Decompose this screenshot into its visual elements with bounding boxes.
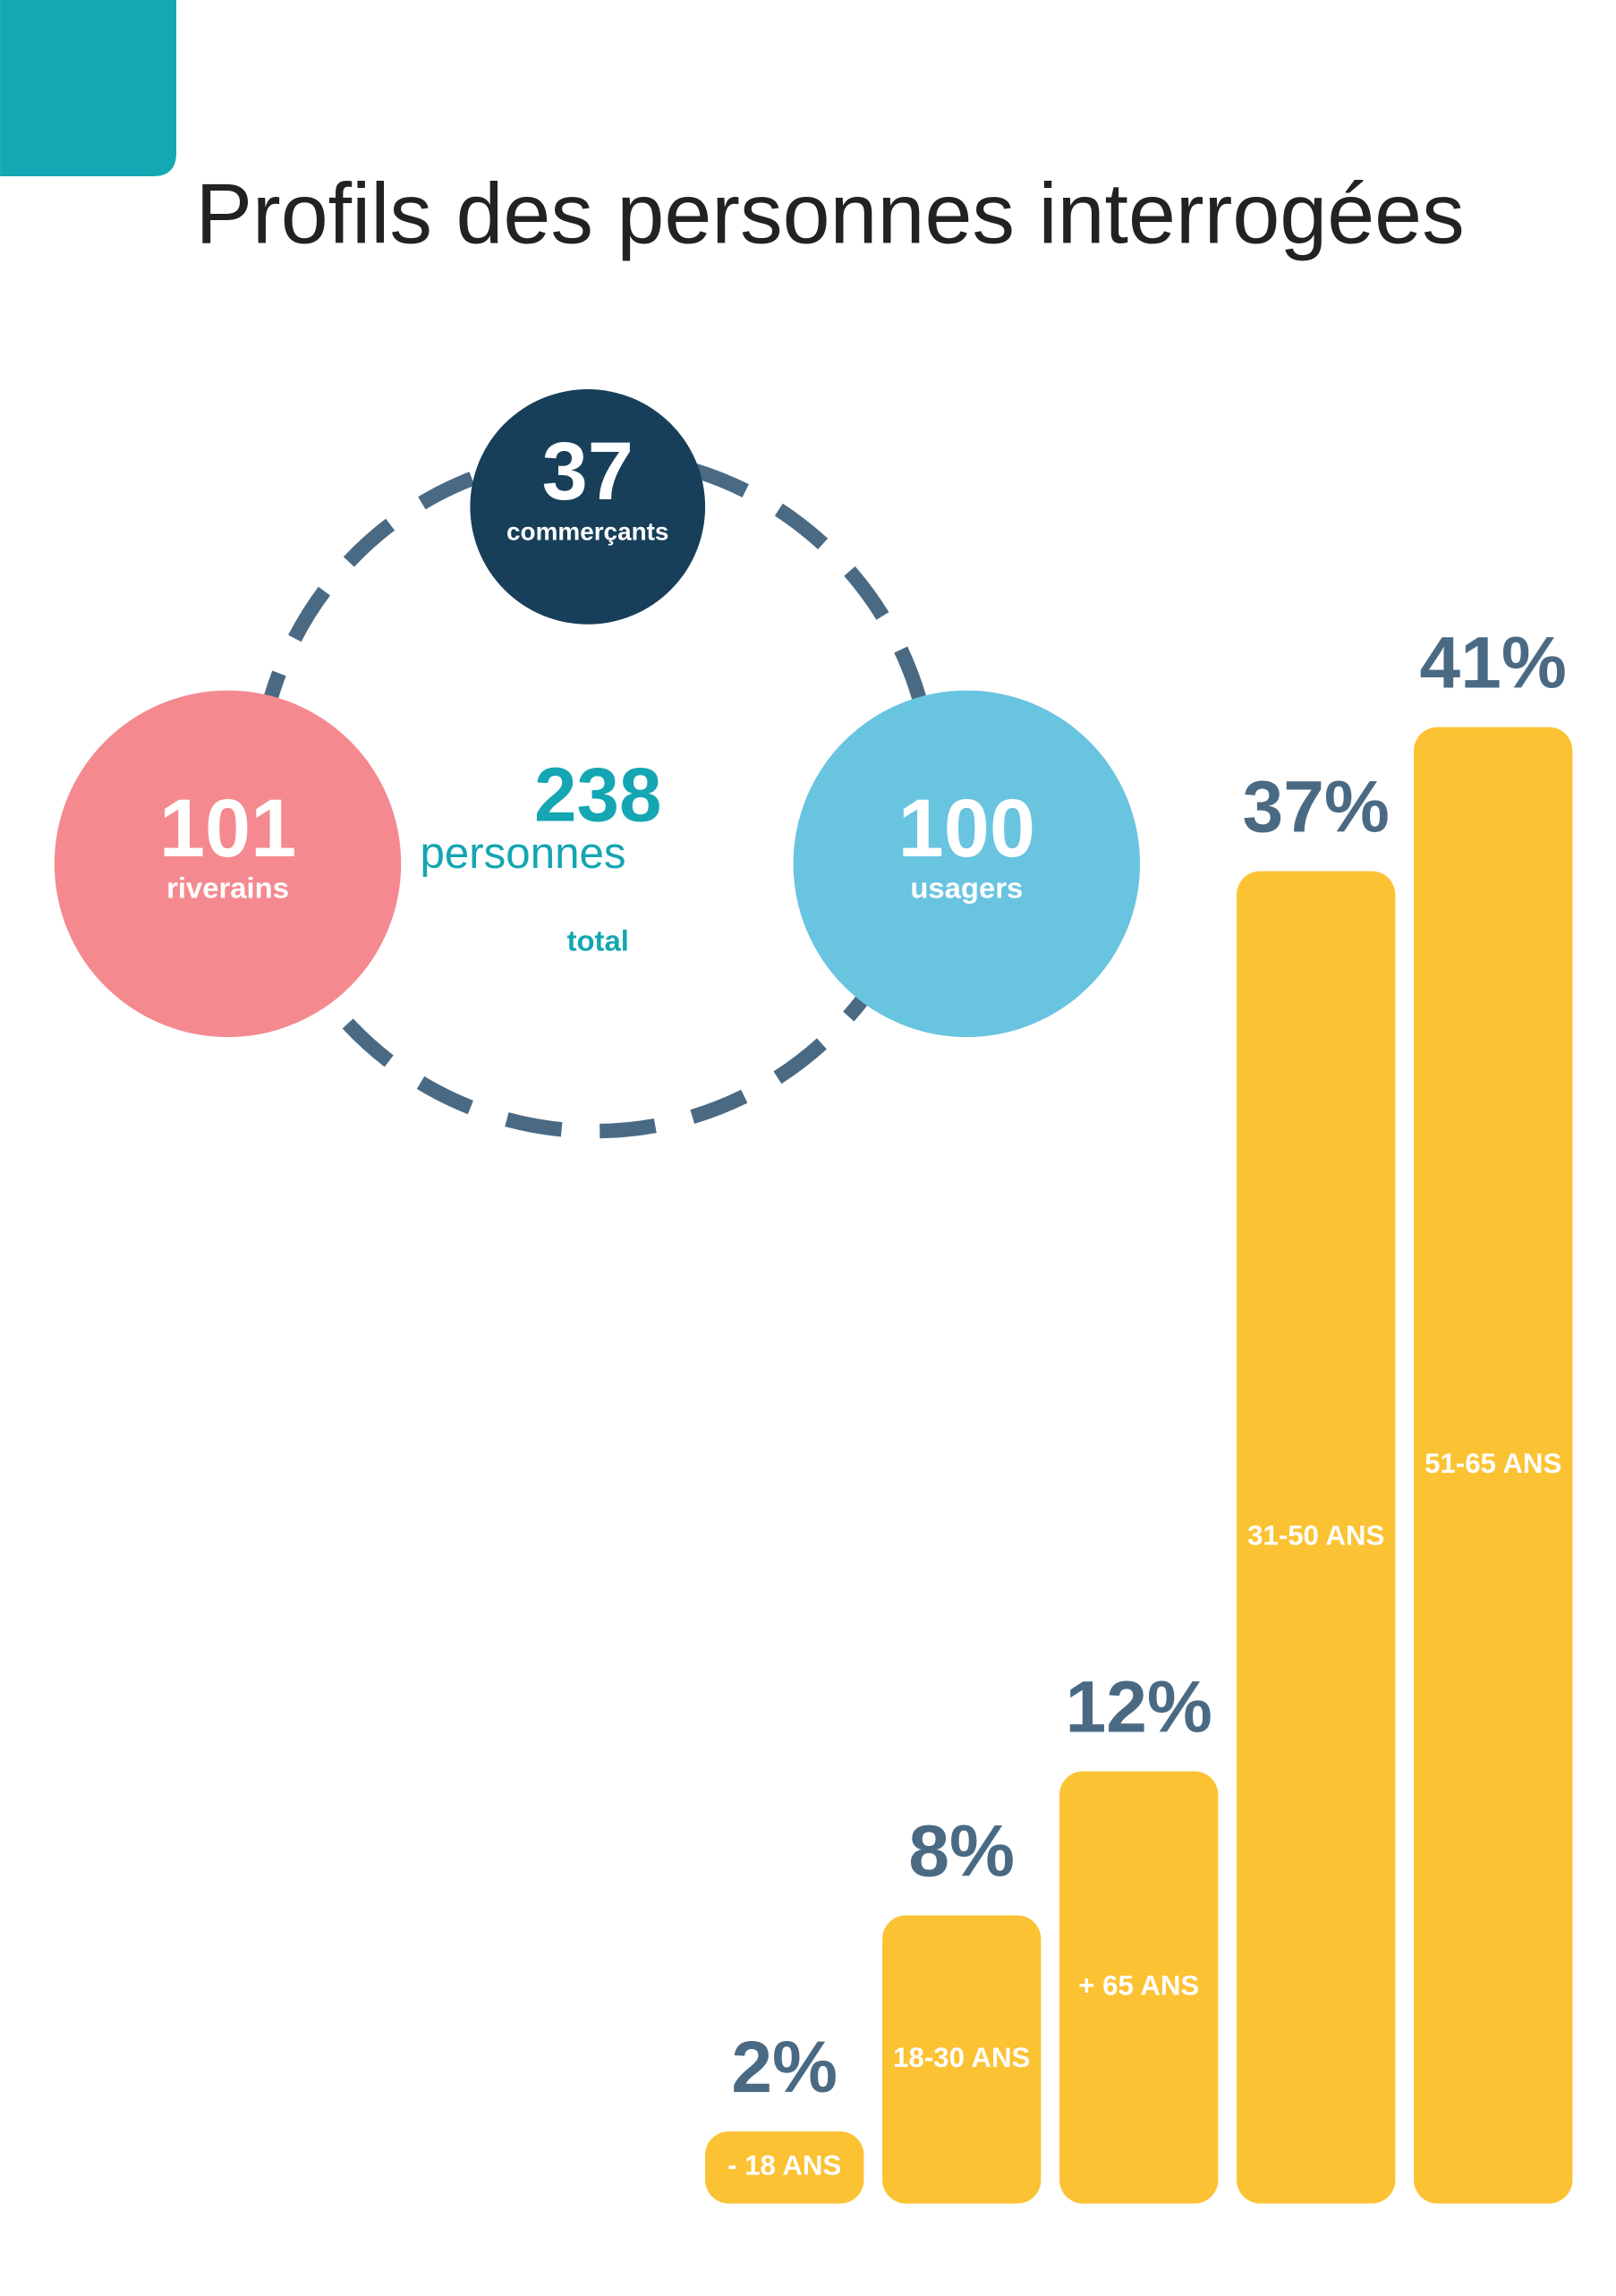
group-label: usagers — [910, 872, 1023, 905]
value-label: 37% — [1243, 767, 1390, 848]
title: Profils des personnes interrogées — [196, 166, 1465, 261]
category-label: 51-65 ANS — [1425, 1448, 1561, 1479]
group-value: 100 — [898, 783, 1035, 874]
bar — [1414, 727, 1573, 2204]
total-unit: personnes — [421, 829, 626, 878]
bar-chart: 2% - 18 ANS 8% 18-30 ANS 12% + 65 ANS 37% 31-50… — [705, 623, 1573, 2204]
group-circle — [54, 690, 402, 1038]
group-value: 101 — [159, 783, 296, 874]
group-circle — [793, 690, 1141, 1038]
category-label: - 18 ANS — [727, 2150, 841, 2181]
value-label: 8% — [908, 1811, 1015, 1892]
group-label: riverains — [166, 872, 289, 905]
bar — [1237, 871, 1396, 2204]
total-label: total — [567, 924, 629, 957]
group-circle — [470, 389, 706, 625]
value-label: 12% — [1066, 1667, 1212, 1748]
bar — [882, 1915, 1042, 2204]
total-value: 238 — [534, 753, 661, 838]
category-label: + 65 ANS — [1078, 1969, 1199, 2001]
bar — [705, 2131, 864, 2204]
category-label: 18-30 ANS — [893, 2042, 1030, 2073]
bar — [1059, 1771, 1219, 2204]
value-label: 2% — [731, 2027, 838, 2108]
value-label: 41% — [1420, 623, 1567, 704]
corner-tab — [0, 0, 177, 177]
group-label: commerçants — [506, 517, 668, 545]
group-value: 37 — [542, 426, 634, 517]
category-label: 31-50 ANS — [1247, 1519, 1384, 1551]
